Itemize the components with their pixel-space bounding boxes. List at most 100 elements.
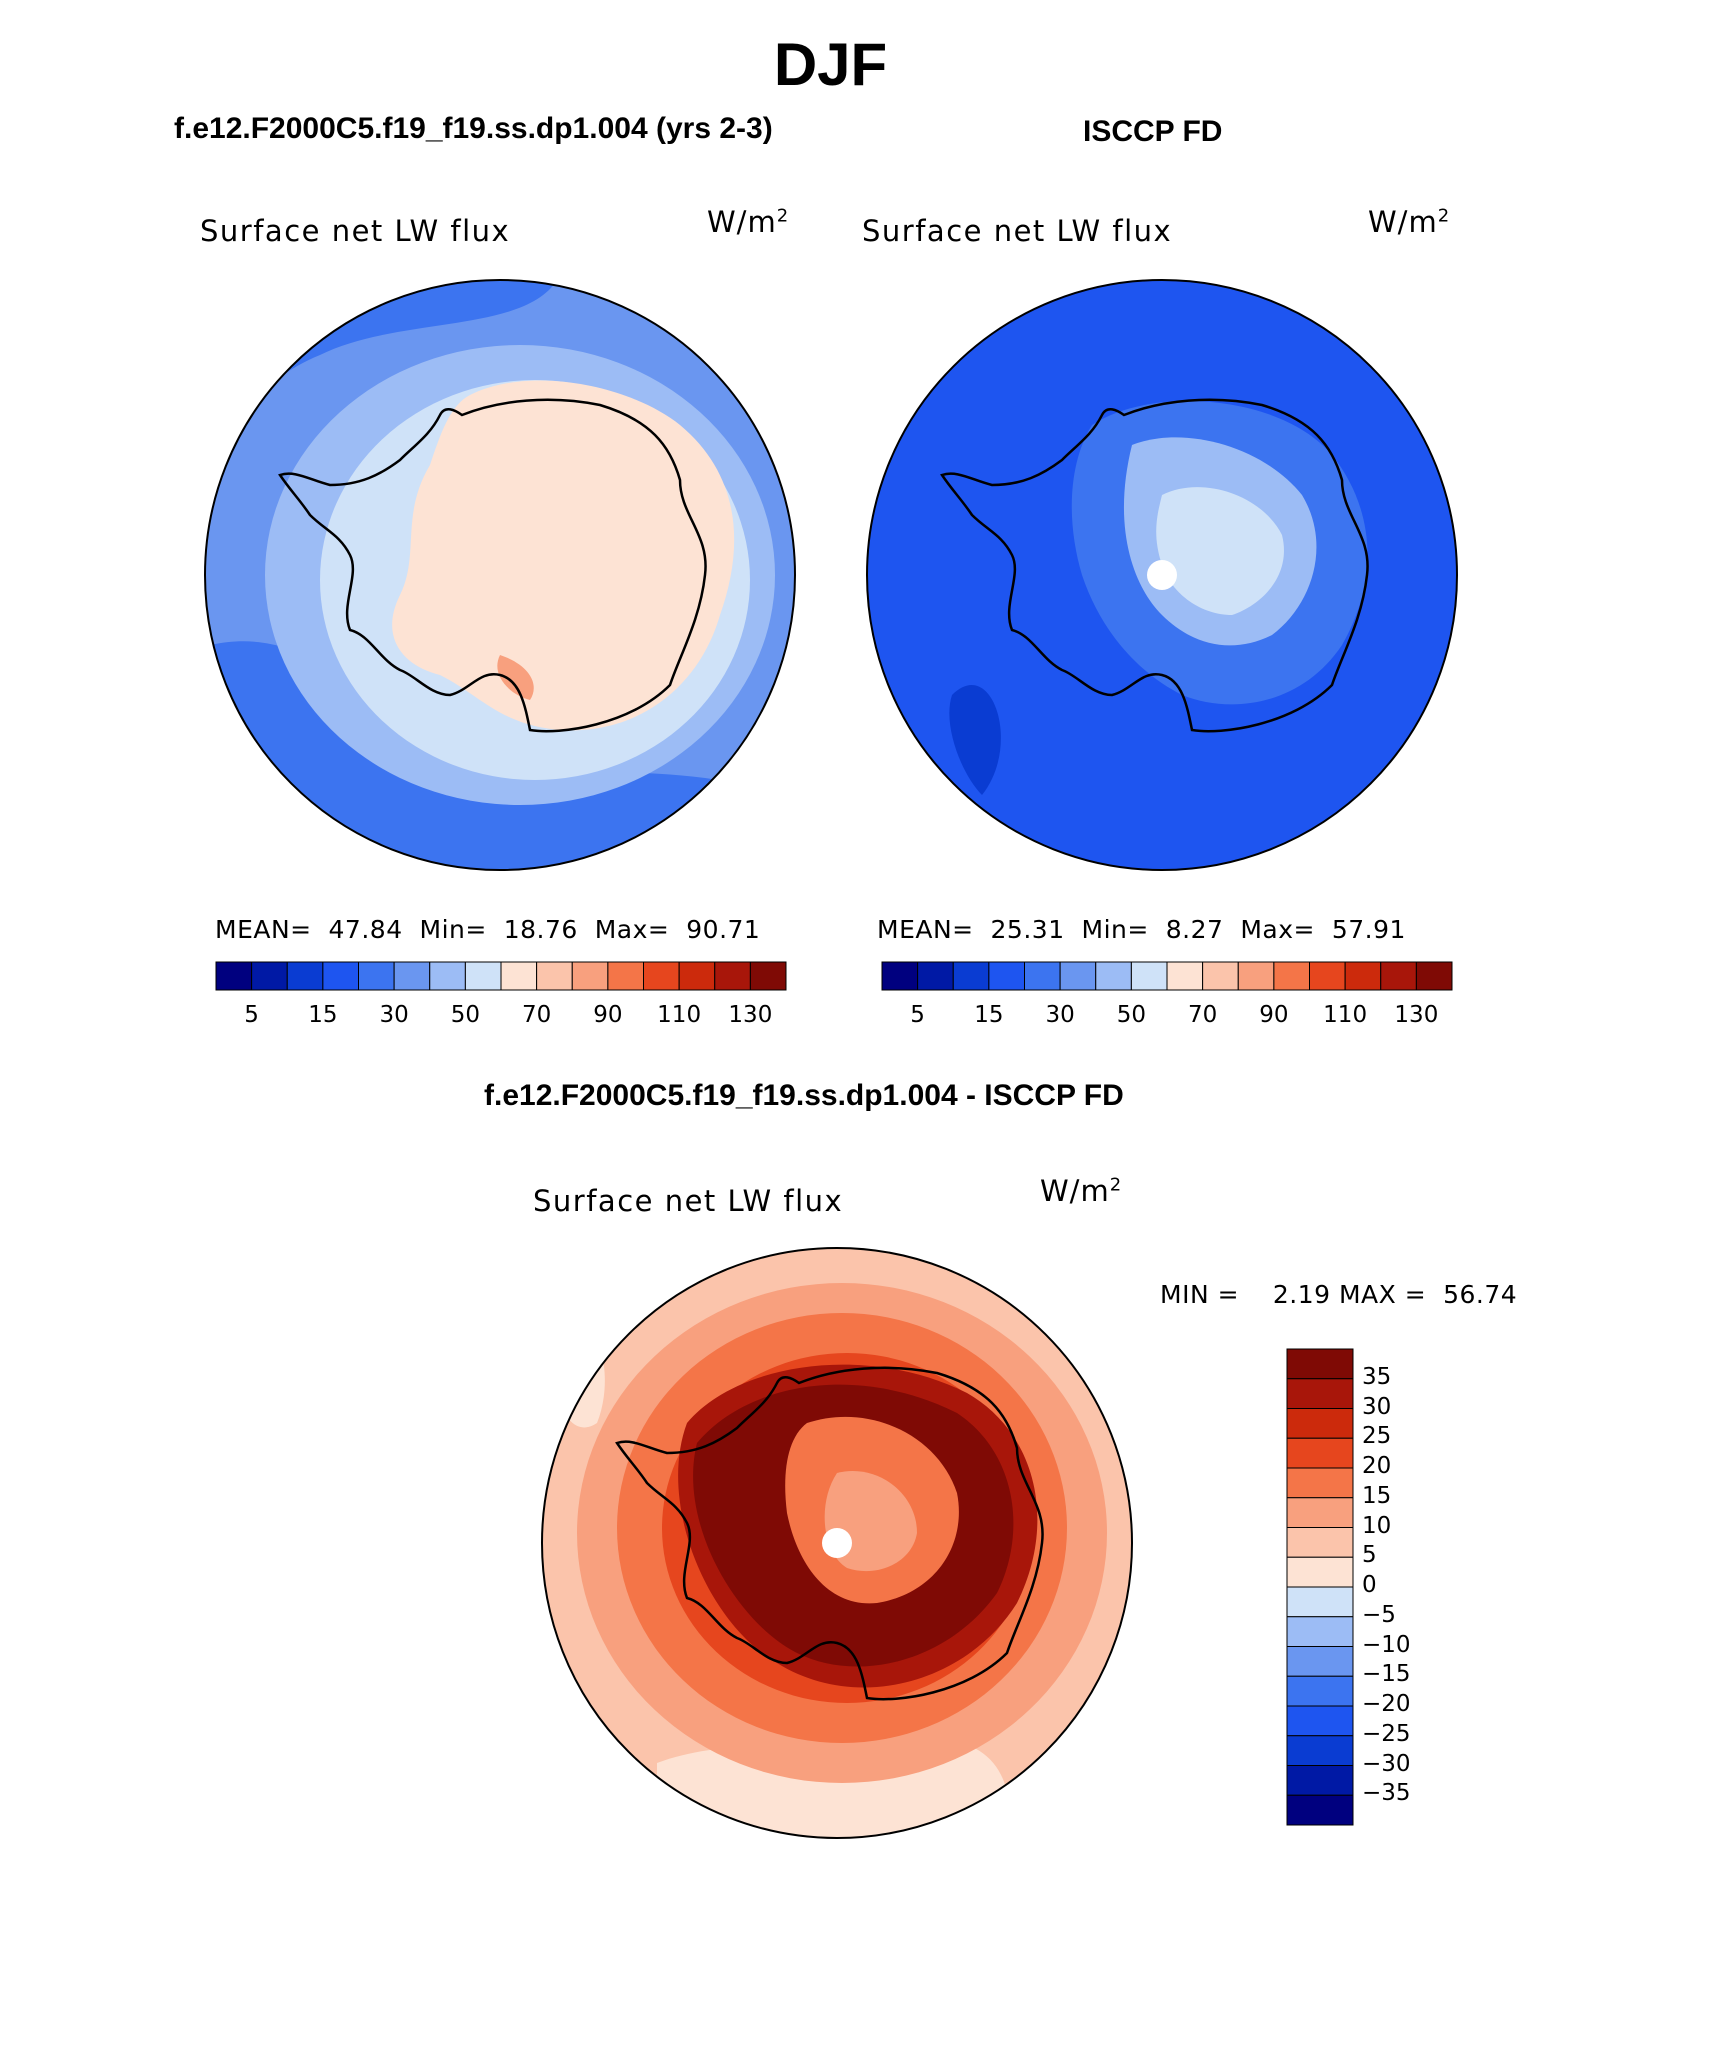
obs-min-value: 8.27 xyxy=(1165,915,1224,944)
difference-pole-hole xyxy=(822,1528,852,1558)
model-stats: MEAN= 47.84 Min= 18.76 Max= 90.71 xyxy=(215,915,760,944)
difference-colorbar-tick-label: 10 xyxy=(1362,1512,1392,1539)
difference-colorbar-swatch xyxy=(1286,1556,1354,1588)
obs-colorbar-tick-label: 90 xyxy=(1259,1002,1289,1028)
model-colorbar-swatch xyxy=(607,961,644,991)
difference-colorbar-swatch xyxy=(1286,1735,1354,1766)
model-colorbar-swatch xyxy=(643,961,680,991)
model-map-border xyxy=(204,279,796,871)
model-coastline xyxy=(278,398,707,733)
difference-colorbar-swatch xyxy=(1286,1467,1354,1499)
difference-colorbar-tick-label: −25 xyxy=(1362,1720,1411,1747)
obs-min-label: Min= xyxy=(1081,915,1149,944)
difference-heading: f.e12.F2000C5.f19_f19.ss.dp1.004 - ISCCP… xyxy=(484,1079,1124,1112)
difference-colorbar-swatch xyxy=(1286,1527,1354,1558)
obs-colorbar-tick-label: 50 xyxy=(1116,1002,1147,1028)
obs-colorbar-swatch xyxy=(1024,961,1061,991)
difference-colorbar-tick-label: 30 xyxy=(1362,1393,1392,1420)
model-colorbar-tick-label: 110 xyxy=(657,1002,702,1028)
difference-variable-label: Surface net LW flux xyxy=(533,1184,844,1218)
difference-map-border xyxy=(541,1247,1133,1839)
obs-colorbar-swatch xyxy=(988,961,1025,991)
obs-colorbar-swatch xyxy=(1380,961,1417,991)
model-colorbar-tick-label: 50 xyxy=(450,1002,481,1028)
model-colorbar xyxy=(215,961,787,991)
difference-contour-light-patch xyxy=(554,1319,605,1428)
obs-colorbar-swatch xyxy=(952,961,990,991)
model-colorbar-swatch xyxy=(464,961,502,991)
model-panel-heading: f.e12.F2000C5.f19_f19.ss.dp1.004 (yrs 2-… xyxy=(174,112,773,145)
difference-colorbar-swatch xyxy=(1286,1408,1354,1439)
difference-units-label: W/m2 xyxy=(1040,1174,1123,1208)
model-colorbar-swatch xyxy=(322,961,359,991)
obs-colorbar-swatch xyxy=(1059,961,1097,991)
model-colorbar-swatch xyxy=(429,961,466,991)
model-colorbar-tick-label: 90 xyxy=(593,1002,623,1028)
difference-colorbar-tick-label: 25 xyxy=(1362,1423,1392,1450)
obs-pole-hole xyxy=(1147,560,1177,590)
difference-colorbar-tick-label: −35 xyxy=(1362,1780,1411,1807)
model-mean-label: MEAN= xyxy=(215,915,312,944)
figure-title: DJF xyxy=(773,31,888,98)
difference-colorbar-swatch xyxy=(1286,1586,1354,1618)
obs-coastline xyxy=(940,398,1369,733)
difference-colorbar-swatch xyxy=(1286,1794,1354,1826)
obs-colorbar-swatch xyxy=(1344,961,1382,991)
obs-colorbar-swatch xyxy=(1166,961,1204,991)
model-colorbar-tick-label: 30 xyxy=(379,1002,409,1028)
obs-colorbar-swatch xyxy=(1415,961,1453,991)
difference-stats: MIN = 2.19 MAX = 56.74 xyxy=(1160,1280,1517,1309)
obs-colorbar xyxy=(881,961,1453,991)
difference-colorbar-swatch xyxy=(1286,1705,1354,1737)
model-colorbar-tick-label: 15 xyxy=(308,1002,338,1028)
obs-colorbar-swatch xyxy=(1273,961,1310,991)
difference-colorbar-swatch xyxy=(1286,1646,1354,1677)
obs-colorbar-swatch xyxy=(1237,961,1275,991)
model-colorbar-swatch xyxy=(500,961,538,991)
obs-colorbar-tick-label: 30 xyxy=(1045,1002,1075,1028)
difference-min-value: 2.19 xyxy=(1272,1280,1331,1309)
difference-colorbar-tick-label: −15 xyxy=(1362,1661,1411,1688)
model-colorbar-swatch xyxy=(714,961,751,991)
difference-colorbar-swatch xyxy=(1286,1348,1354,1380)
model-min-value: 18.76 xyxy=(503,915,578,944)
obs-max-label: Max= xyxy=(1240,915,1315,944)
obs-stats: MEAN= 25.31 Min= 8.27 Max= 57.91 xyxy=(877,915,1406,944)
obs-colorbar-tick-label: 110 xyxy=(1323,1002,1368,1028)
model-min-label: Min= xyxy=(419,915,487,944)
difference-colorbar-swatch xyxy=(1286,1765,1354,1796)
model-max-value: 90.71 xyxy=(686,915,761,944)
obs-contour-outer-ring xyxy=(949,685,1001,795)
obs-map-border xyxy=(866,279,1458,871)
model-colorbar-swatch xyxy=(215,961,253,991)
difference-colorbar-tick-label: −5 xyxy=(1362,1601,1396,1628)
model-colorbar-swatch xyxy=(251,961,288,991)
model-colorbar-tick-label: 70 xyxy=(521,1002,552,1028)
model-mean-value: 47.84 xyxy=(328,915,403,944)
difference-polar-map xyxy=(541,1247,1133,1839)
obs-variable-label: Surface net LW flux xyxy=(862,214,1173,248)
obs-colorbar-swatch xyxy=(881,961,919,991)
difference-max-label: MAX = xyxy=(1338,1280,1427,1309)
difference-max-value: 56.74 xyxy=(1443,1280,1518,1309)
difference-colorbar-swatch xyxy=(1286,1497,1354,1528)
obs-colorbar-swatch xyxy=(917,961,954,991)
difference-colorbar-tick-label: 0 xyxy=(1362,1572,1377,1598)
model-colorbar-swatch xyxy=(571,961,609,991)
difference-colorbar-swatch xyxy=(1286,1437,1354,1469)
model-colorbar-tick-label: 130 xyxy=(728,1002,773,1028)
difference-colorbar xyxy=(1286,1348,1354,1826)
model-colorbar-tick-label: 5 xyxy=(244,1002,259,1028)
obs-colorbar-tick-label: 70 xyxy=(1187,1002,1218,1028)
obs-units-label: W/m2 xyxy=(1368,205,1451,239)
difference-colorbar-swatch xyxy=(1286,1616,1354,1647)
model-contour-continent xyxy=(392,380,735,731)
obs-colorbar-swatch xyxy=(1095,961,1132,991)
difference-colorbar-tick-label: −20 xyxy=(1362,1691,1411,1717)
obs-max-value: 57.91 xyxy=(1331,915,1406,944)
obs-colorbar-tick-label: 15 xyxy=(974,1002,1004,1028)
obs-colorbar-tick-label: 130 xyxy=(1394,1002,1439,1028)
obs-colorbar-swatch xyxy=(1309,961,1346,991)
obs-colorbar-tick-label: 5 xyxy=(910,1002,925,1028)
difference-colorbar-tick-label: 15 xyxy=(1362,1482,1392,1509)
